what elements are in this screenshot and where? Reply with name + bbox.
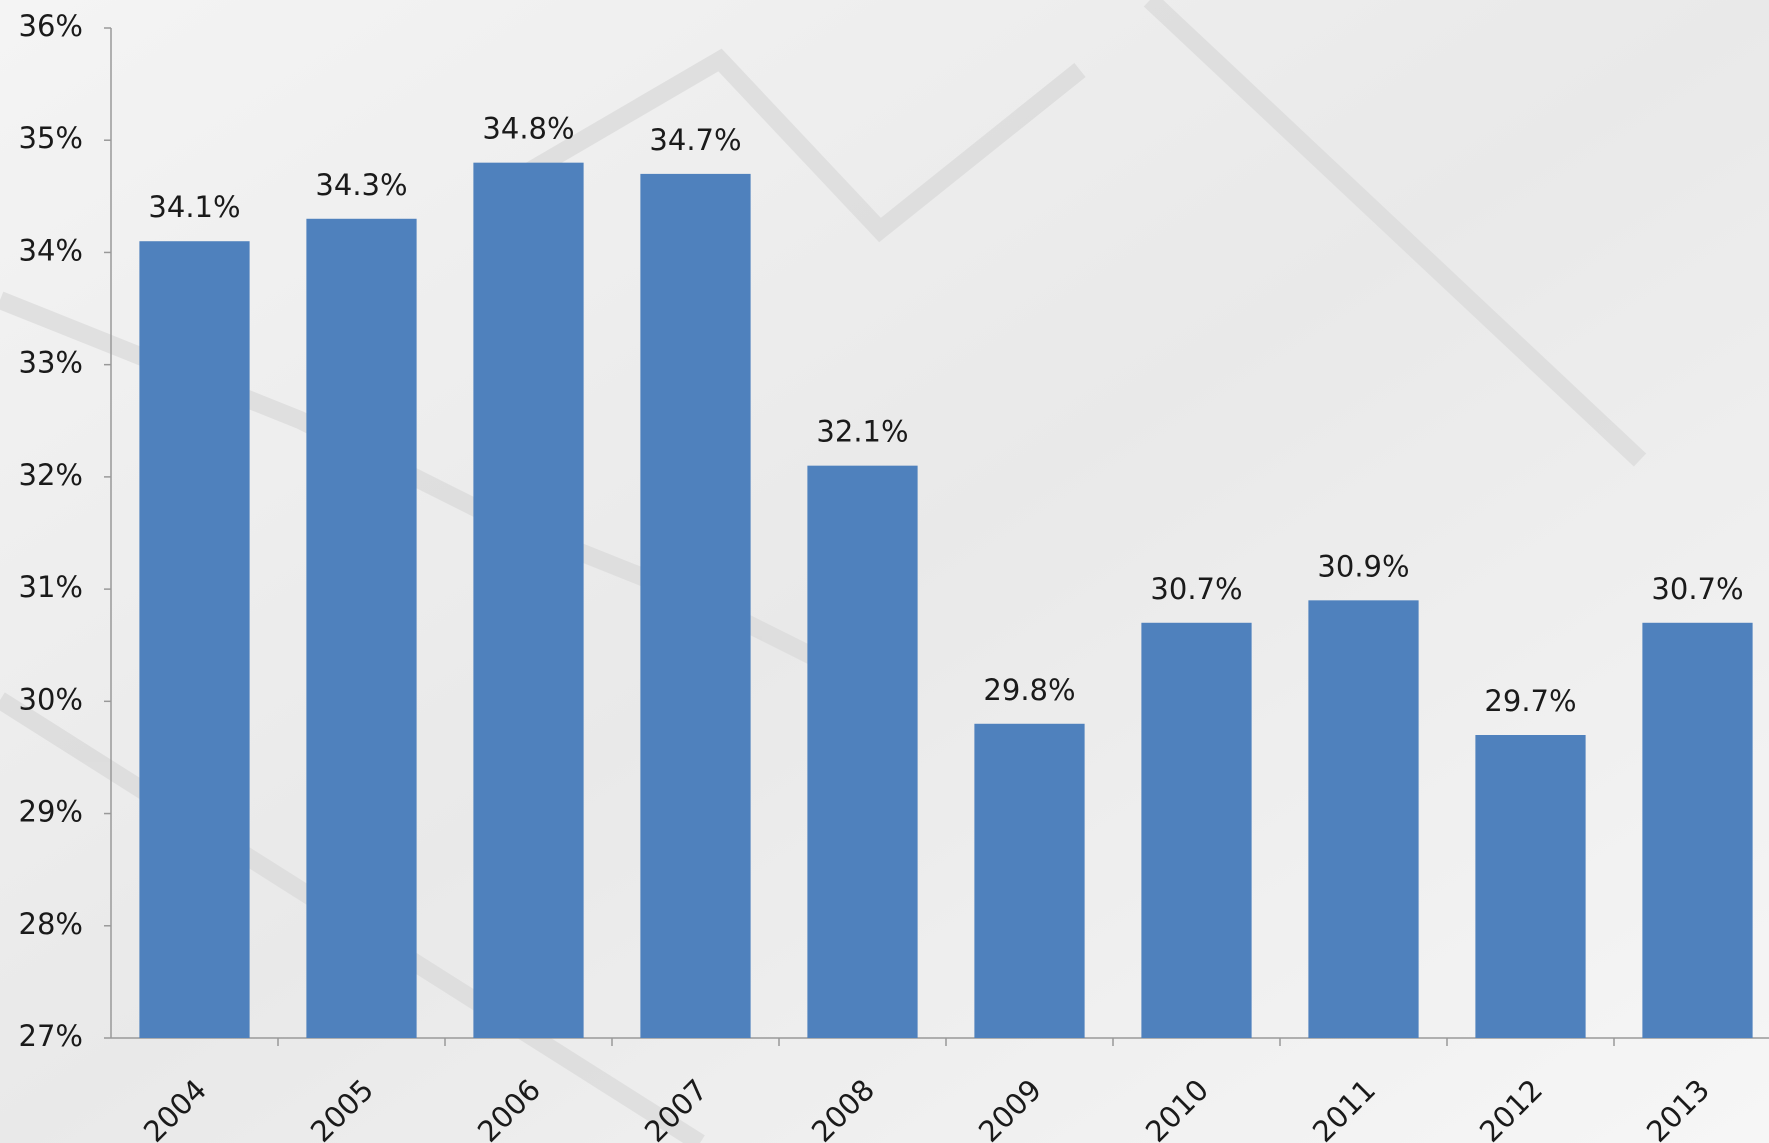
value-label: 30.7% — [1150, 572, 1242, 606]
value-label: 34.3% — [315, 168, 407, 202]
bar — [473, 162, 584, 1038]
bar — [139, 241, 250, 1038]
value-label: 34.1% — [148, 190, 240, 224]
value-label: 29.8% — [983, 673, 1075, 707]
value-label: 30.7% — [1651, 572, 1743, 606]
bar — [1141, 622, 1252, 1038]
y-tick-label: 27% — [19, 1019, 83, 1053]
value-label: 34.7% — [649, 123, 741, 157]
bar — [640, 173, 751, 1038]
y-tick-label: 29% — [19, 795, 83, 829]
y-tick-label: 33% — [19, 346, 83, 380]
plot-area: 27%28%29%30%31%32%33%34%35%36%200434.1%2… — [19, 9, 1769, 1143]
bar — [807, 465, 918, 1039]
bar — [974, 723, 1085, 1038]
bar — [1308, 600, 1419, 1038]
bar — [1475, 735, 1586, 1038]
bar — [306, 218, 417, 1038]
y-tick-label: 35% — [19, 121, 83, 155]
y-tick-label: 32% — [19, 458, 83, 492]
y-tick-label: 34% — [19, 233, 83, 267]
y-tick-label: 31% — [19, 570, 83, 604]
y-tick-label: 36% — [19, 9, 83, 43]
bar — [1642, 622, 1753, 1038]
value-label: 29.7% — [1484, 684, 1576, 718]
y-tick-label: 30% — [19, 682, 83, 716]
value-label: 30.9% — [1317, 549, 1409, 583]
value-label: 32.1% — [816, 415, 908, 449]
y-tick-label: 28% — [19, 907, 83, 941]
value-label: 34.8% — [482, 112, 574, 146]
